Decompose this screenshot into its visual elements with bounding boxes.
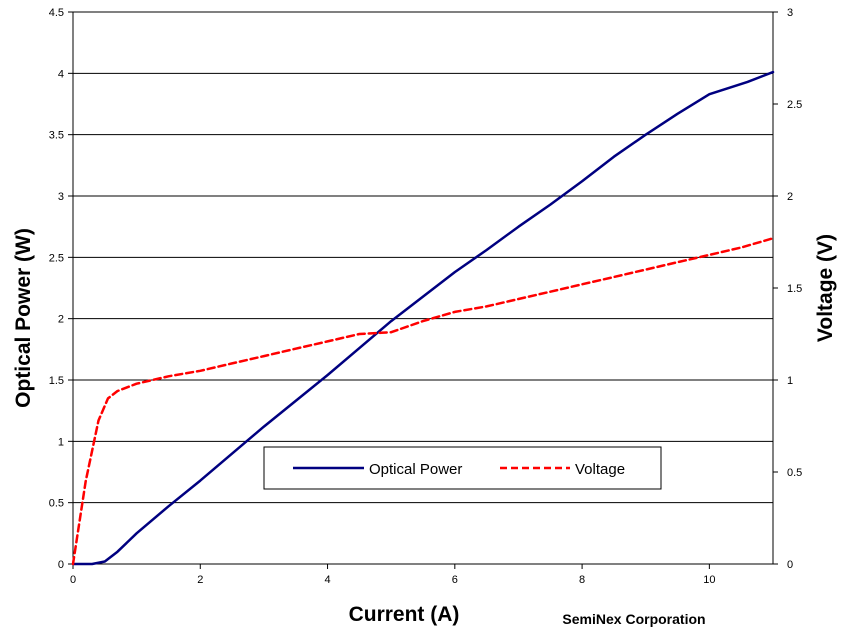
axes xyxy=(68,11,778,569)
y2-tick-label: 0.5 xyxy=(787,467,802,479)
x-tick-label: 10 xyxy=(703,574,715,586)
x-tick-label: 6 xyxy=(452,574,458,586)
x-tick-label: 2 xyxy=(197,574,203,586)
x-axis-title: Current (A) xyxy=(349,603,460,626)
y2-tick-label: 2.5 xyxy=(787,99,802,111)
y2-axis-title: Voltage (V) xyxy=(814,234,837,342)
y2-tick-label: 1.5 xyxy=(787,283,802,295)
y2-tick-label: 0 xyxy=(787,559,793,571)
y2-tick-label: 1 xyxy=(787,375,793,387)
x-tick-label: 0 xyxy=(70,574,76,586)
legend-label-optical-power: Optical Power xyxy=(369,461,462,478)
y-tick-label: 3.5 xyxy=(49,130,64,142)
y2-tick-label: 3 xyxy=(787,7,793,19)
series-line-optical-power xyxy=(71,70,775,566)
series-lines xyxy=(71,70,775,566)
x-tick-label: 4 xyxy=(324,574,330,586)
y-tick-label: 4.5 xyxy=(49,7,64,19)
x-tick-label: 8 xyxy=(579,574,585,586)
y-tick-label: 3 xyxy=(58,191,64,203)
series-line-voltage xyxy=(71,237,775,566)
y-tick-label: 1 xyxy=(58,436,64,448)
y-tick-label: 0.5 xyxy=(49,498,64,510)
tick-labels: 0 0.5 1 1.5 2 2.5 3 3.5 4 4.5 0 0.5 1 1.5 2 2.5 3 0 2 4 6 8 10 xyxy=(49,7,803,586)
legend: Optical Power Voltage xyxy=(263,446,662,490)
y2-tick-label: 2 xyxy=(787,191,793,203)
gridlines xyxy=(73,11,773,504)
y-axis-title: Optical Power (W) xyxy=(12,228,35,408)
legend-label-voltage: Voltage xyxy=(575,461,625,478)
y-tick-label: 2 xyxy=(58,314,64,326)
y-tick-label: 2.5 xyxy=(49,252,64,264)
y-tick-label: 0 xyxy=(58,559,64,571)
y-tick-label: 4 xyxy=(58,68,64,80)
credit-text: SemiNex Corporation xyxy=(562,611,705,627)
y-tick-label: 1.5 xyxy=(49,375,64,387)
